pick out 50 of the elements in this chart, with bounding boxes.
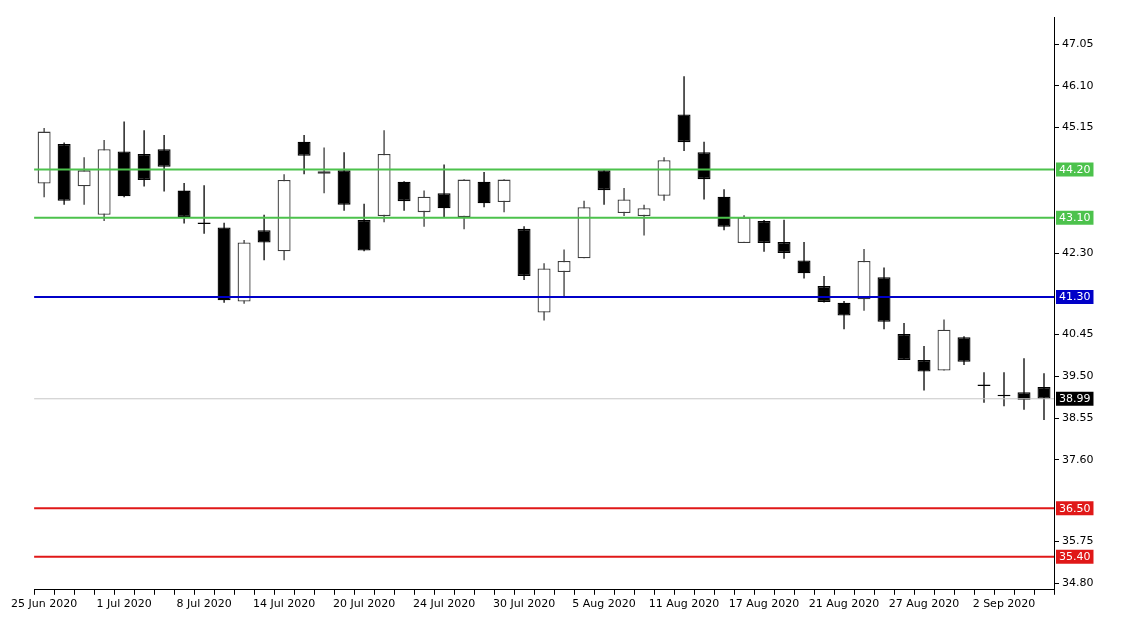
y-tick-label: 34.80 bbox=[1062, 576, 1094, 590]
y-tick-label: 38.55 bbox=[1062, 411, 1094, 424]
x-tick-label: 5 Aug 2020 bbox=[572, 597, 636, 611]
candlestick bbox=[257, 214, 271, 261]
x-tick-label: 11 Aug 2020 bbox=[648, 597, 720, 611]
candlestick bbox=[497, 178, 511, 213]
y-tick-label: 35.75 bbox=[1062, 534, 1094, 548]
candlestick bbox=[1017, 357, 1031, 411]
y-tick-label: 39.50 bbox=[1062, 369, 1094, 383]
y-tick-label: 42.30 bbox=[1062, 245, 1094, 259]
x-tick-label: 14 Jul 2020 bbox=[252, 597, 316, 611]
ref-line-label: 38.99 bbox=[1059, 392, 1091, 406]
ref-line-label: 44.20 bbox=[1059, 162, 1091, 176]
x-tick-label: 27 Aug 2020 bbox=[888, 597, 960, 611]
candlestick bbox=[477, 171, 491, 208]
candlestick bbox=[637, 204, 651, 237]
ref-line-label: 43.10 bbox=[1059, 211, 1091, 225]
y-tick-label: 37.60 bbox=[1062, 452, 1094, 466]
ref-line-label: 41.30 bbox=[1059, 290, 1091, 304]
candlestick bbox=[137, 129, 151, 188]
ref-line-label: 35.40 bbox=[1059, 550, 1091, 564]
ref-line-label: 36.50 bbox=[1059, 501, 1091, 515]
y-tick-label: 47.05 bbox=[1062, 36, 1094, 50]
candlestick bbox=[957, 335, 971, 366]
candlestick bbox=[297, 134, 311, 175]
candlestick bbox=[177, 182, 191, 225]
x-tick-label: 25 Jun 2020 bbox=[11, 597, 78, 611]
x-tick-label: 8 Jul 2020 bbox=[176, 597, 232, 611]
x-tick-label: 30 Jul 2020 bbox=[492, 597, 556, 611]
candlestick bbox=[157, 134, 171, 193]
candlestick bbox=[557, 248, 571, 298]
candlestick bbox=[437, 163, 451, 218]
x-tick-label: 24 Jul 2020 bbox=[412, 597, 476, 611]
x-tick-label: 2 Sep 2020 bbox=[972, 597, 1036, 611]
candlestick bbox=[597, 169, 611, 206]
x-tick-label: 20 Jul 2020 bbox=[332, 597, 396, 611]
y-tick-label: 40.45 bbox=[1062, 327, 1094, 341]
candlestick bbox=[897, 322, 911, 361]
x-tick-label: 1 Jul 2020 bbox=[96, 597, 152, 611]
x-tick-label: 21 Aug 2020 bbox=[808, 597, 880, 611]
candlestick bbox=[737, 214, 751, 244]
candlestick bbox=[777, 218, 791, 260]
candlestick bbox=[1037, 372, 1051, 421]
candlestick bbox=[797, 241, 811, 280]
y-tick-label: 45.15 bbox=[1062, 120, 1094, 134]
candlestick bbox=[917, 345, 931, 392]
candlestick bbox=[757, 219, 771, 253]
y-tick-label: 46.10 bbox=[1062, 78, 1094, 92]
candlestick bbox=[837, 300, 851, 330]
x-tick-label: 17 Aug 2020 bbox=[728, 597, 800, 611]
